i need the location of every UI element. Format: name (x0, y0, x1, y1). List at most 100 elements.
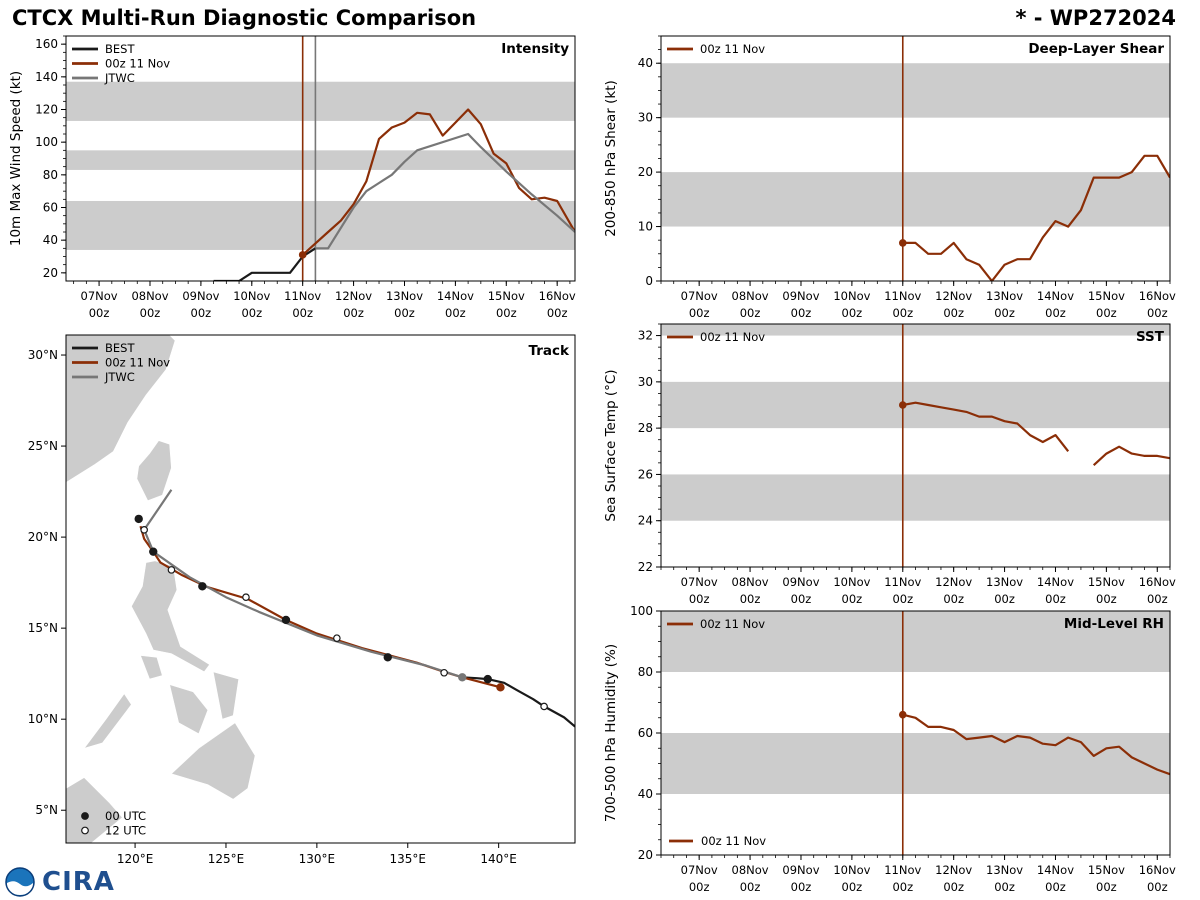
legend-label: 00z 11 Nov (700, 330, 765, 344)
land-taiwan (136, 440, 172, 502)
plot-area-rh (661, 611, 1170, 855)
x-tick-label-date: 10Nov (833, 863, 870, 877)
y-tick-label: 60 (638, 726, 653, 740)
series-line-00z-11-nov (301, 108, 575, 256)
x-tick-label-date: 16Nov (1139, 289, 1176, 303)
x-tick-label-date: 10Nov (233, 289, 270, 303)
shade-band (661, 733, 1170, 794)
legend-label: 00z 11 Nov (701, 834, 766, 848)
track-line-jtwc (143, 489, 463, 679)
y-tick-label: 10 (638, 220, 653, 234)
land-luzon (131, 560, 211, 673)
y-tick-label: 40 (638, 787, 653, 801)
y-axis-label: Sea Surface Temp (°C) (603, 369, 619, 521)
x-tick-label-date: 12Nov (935, 289, 972, 303)
x-tick-label-hour: 00z (1045, 880, 1066, 894)
land-samar-leyte (212, 671, 240, 720)
track-point-12utc (242, 593, 250, 601)
x-tick-label-date: 09Nov (782, 863, 819, 877)
x-tick-label-hour: 00z (740, 306, 761, 320)
x-tick-label-hour: 00z (1147, 306, 1168, 320)
y-tick-label: 80 (43, 168, 58, 182)
panel-title: Intensity (501, 41, 569, 57)
track-point-12utc (167, 566, 176, 574)
x-tick-label-hour: 00z (689, 592, 710, 606)
plot-area-sst (661, 324, 1170, 567)
legend-label: 00z 11 Nov (700, 617, 765, 631)
y-axis-label: 700-500 hPa Humidity (%) (603, 644, 619, 822)
panel-intensity: 20 40 60 80 100 120 140 160 07Nov 00z 08Nov 00z 09No… (8, 35, 576, 320)
track-line-best (462, 676, 575, 728)
plot-frame (660, 323, 1171, 568)
shade-band (66, 200, 575, 250)
shade-band (66, 81, 575, 121)
shade-band (66, 150, 575, 170)
x-tick-label-hour: 00z (1096, 306, 1117, 320)
x-tick-label-hour: 00z (1147, 880, 1168, 894)
x-tick-label-hour: 00z (1045, 592, 1066, 606)
noaa-logo-icon (5, 867, 35, 897)
legend-label: BEST (105, 42, 135, 56)
land-panay-negros-cebu (169, 684, 209, 735)
map-frame (65, 334, 576, 844)
x-tick-label-hour: 00z (791, 880, 812, 894)
x-tick-label-date: 07Nov (81, 289, 118, 303)
y-tick-label: 100 (630, 604, 653, 618)
y-tick-label: 80 (638, 665, 653, 679)
x-tick-label-date: 11Nov (884, 289, 921, 303)
legend-label: 00z 11 Nov (105, 356, 170, 370)
x-tick-label-date: 15Nov (1088, 289, 1125, 303)
x-tick-label-hour: 00z (445, 306, 466, 320)
shade-band (661, 611, 1170, 672)
shade-band (661, 324, 1170, 336)
x-tick-label-date: 11Nov (884, 863, 921, 877)
x-tick-label-hour: 00z (740, 880, 761, 894)
y-tick-label: 30 (638, 375, 653, 389)
lon-tick-label: 125°E (208, 852, 245, 866)
x-tick-label-hour: 00z (1096, 592, 1117, 606)
x-tick-label-hour: 00z (892, 306, 913, 320)
x-tick-label-hour: 00z (892, 592, 913, 606)
y-tick-label: 0 (645, 274, 653, 288)
series-line-00z-11-nov-cont- (1092, 445, 1170, 467)
track-point-12utc (140, 526, 148, 534)
y-tick-label: 32 (638, 329, 653, 343)
panel-rh: 20 40 60 80 100 07Nov 00z 08Nov 00z 09Nov 00z 10Nov… (603, 604, 1176, 894)
x-tick-label-date: 13Nov (986, 575, 1023, 589)
y-tick-label: 60 (43, 201, 58, 215)
x-tick-label-date: 09Nov (782, 289, 819, 303)
x-tick-label-hour: 00z (892, 880, 913, 894)
legend-label: 00 UTC (105, 809, 146, 823)
panel-title: Mid-Level RH (1064, 616, 1164, 632)
land-palawan (83, 693, 132, 749)
y-tick-label: 24 (638, 514, 653, 528)
y-tick-label: 30 (638, 111, 653, 125)
shade-band (661, 474, 1170, 521)
shade-band (661, 63, 1170, 118)
track-point-12utc (540, 702, 548, 711)
y-axis-label: 200-850 hPa Shear (kt) (603, 80, 619, 237)
lon-tick-label: 120°E (117, 852, 154, 866)
lat-tick-label: 20°N (28, 530, 58, 544)
x-tick-label-date: 13Nov (986, 863, 1023, 877)
legend-label: 00z 11 Nov (105, 57, 170, 71)
x-tick-label-date: 13Nov (386, 289, 423, 303)
x-tick-label-date: 07Nov (681, 863, 718, 877)
legend-label: 00z 11 Nov (700, 42, 765, 56)
x-tick-label-date: 12Nov (935, 575, 972, 589)
x-tick-label-date: 16Nov (1139, 575, 1176, 589)
x-tick-label-hour: 00z (394, 306, 415, 320)
panel-track: 120°E 125°E 130°E 135°E 140°E 5°N 10°N 15°N 20°N… (28, 334, 576, 866)
land-mindanao (170, 722, 256, 800)
x-tick-label-hour: 00z (1096, 880, 1117, 894)
y-axis-label: 10m Max Wind Speed (kt) (8, 71, 24, 246)
x-tick-label-date: 15Nov (1088, 863, 1125, 877)
cira-logo: CIRA (4, 866, 115, 898)
x-tick-label-hour: 00z (689, 306, 710, 320)
track-point-12utc (440, 668, 448, 677)
x-tick-label-date: 09Nov (182, 289, 219, 303)
y-tick-label: 160 (35, 37, 58, 51)
initial-point-marker (298, 251, 307, 259)
x-tick-label-date: 09Nov (782, 575, 819, 589)
